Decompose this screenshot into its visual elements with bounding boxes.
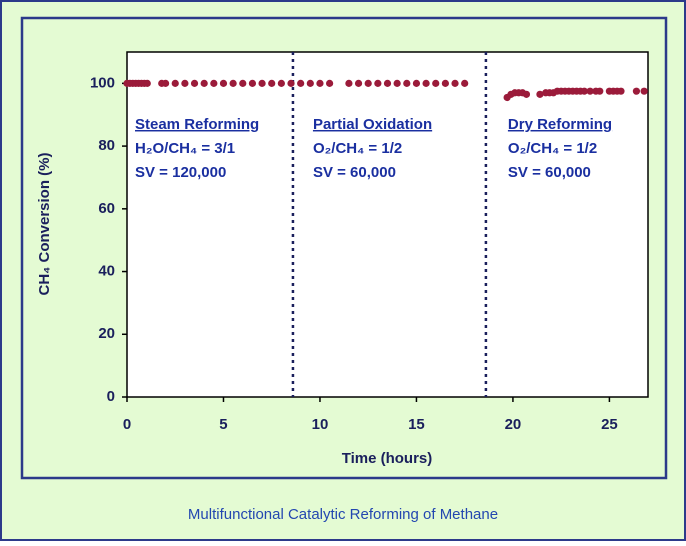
annotation-line: O₂/CH₄ = 1/2	[508, 140, 597, 157]
x-tick-label: 20	[505, 416, 522, 433]
annotation-title: Dry Reforming	[508, 116, 612, 133]
data-point	[461, 79, 469, 87]
x-tick-label: 25	[601, 416, 618, 433]
annotation-title: Partial Oxidation	[313, 116, 432, 133]
data-point	[306, 79, 314, 87]
data-point	[617, 87, 625, 95]
annotation-line: H₂O/CH₄ = 3/1	[135, 140, 235, 157]
data-point	[297, 79, 305, 87]
y-tick-label: 60	[98, 200, 115, 217]
y-tick-label: 40	[98, 263, 115, 280]
data-point	[229, 79, 237, 87]
annotation-line: SV = 60,000	[508, 164, 591, 181]
data-point	[403, 79, 411, 87]
annotation-line: SV = 120,000	[135, 164, 226, 181]
data-point	[536, 90, 544, 98]
y-tick-label: 0	[107, 388, 115, 405]
data-point	[190, 79, 199, 87]
data-point	[632, 87, 641, 95]
data-point	[640, 87, 648, 95]
y-axis-label: CH₄ Conversion (%)	[36, 153, 53, 296]
x-tick-label: 5	[219, 416, 227, 433]
annotation-title: Steam Reforming	[135, 116, 259, 133]
data-point	[219, 79, 228, 87]
plot-area	[126, 51, 649, 398]
data-point	[316, 79, 324, 87]
data-point	[364, 79, 372, 87]
data-point	[239, 79, 247, 87]
data-point	[586, 87, 594, 95]
annotation-line: SV = 60,000	[313, 164, 396, 181]
data-point	[451, 79, 459, 87]
data-point	[248, 79, 257, 87]
data-point	[210, 79, 218, 87]
data-point	[345, 79, 353, 87]
data-point	[181, 79, 189, 87]
data-point	[268, 79, 276, 87]
data-point	[171, 79, 179, 87]
data-point	[393, 79, 401, 87]
data-point	[374, 79, 382, 87]
caption: Multifunctional Catalytic Reforming of M…	[188, 506, 498, 523]
y-tick-label: 100	[90, 74, 115, 91]
data-point	[161, 79, 170, 87]
data-point	[522, 90, 531, 98]
annotation-line: O₂/CH₄ = 1/2	[313, 140, 402, 157]
data-point	[383, 79, 392, 87]
data-point	[277, 79, 285, 87]
data-point	[422, 79, 430, 87]
data-point	[412, 79, 421, 87]
data-point	[354, 79, 363, 87]
data-point	[200, 79, 208, 87]
x-tick-label: 0	[123, 416, 131, 433]
data-point	[287, 79, 295, 87]
data-point	[441, 79, 449, 87]
x-tick-label: 15	[408, 416, 425, 433]
x-tick-label: 10	[312, 416, 329, 433]
data-point	[580, 87, 588, 95]
data-point	[326, 79, 334, 87]
x-axis-label: Time (hours)	[342, 450, 433, 467]
data-point	[596, 87, 604, 95]
y-tick-label: 20	[98, 325, 115, 342]
data-point	[258, 79, 266, 87]
data-point	[143, 79, 151, 87]
data-point	[432, 79, 440, 87]
y-tick-label: 80	[98, 137, 115, 154]
